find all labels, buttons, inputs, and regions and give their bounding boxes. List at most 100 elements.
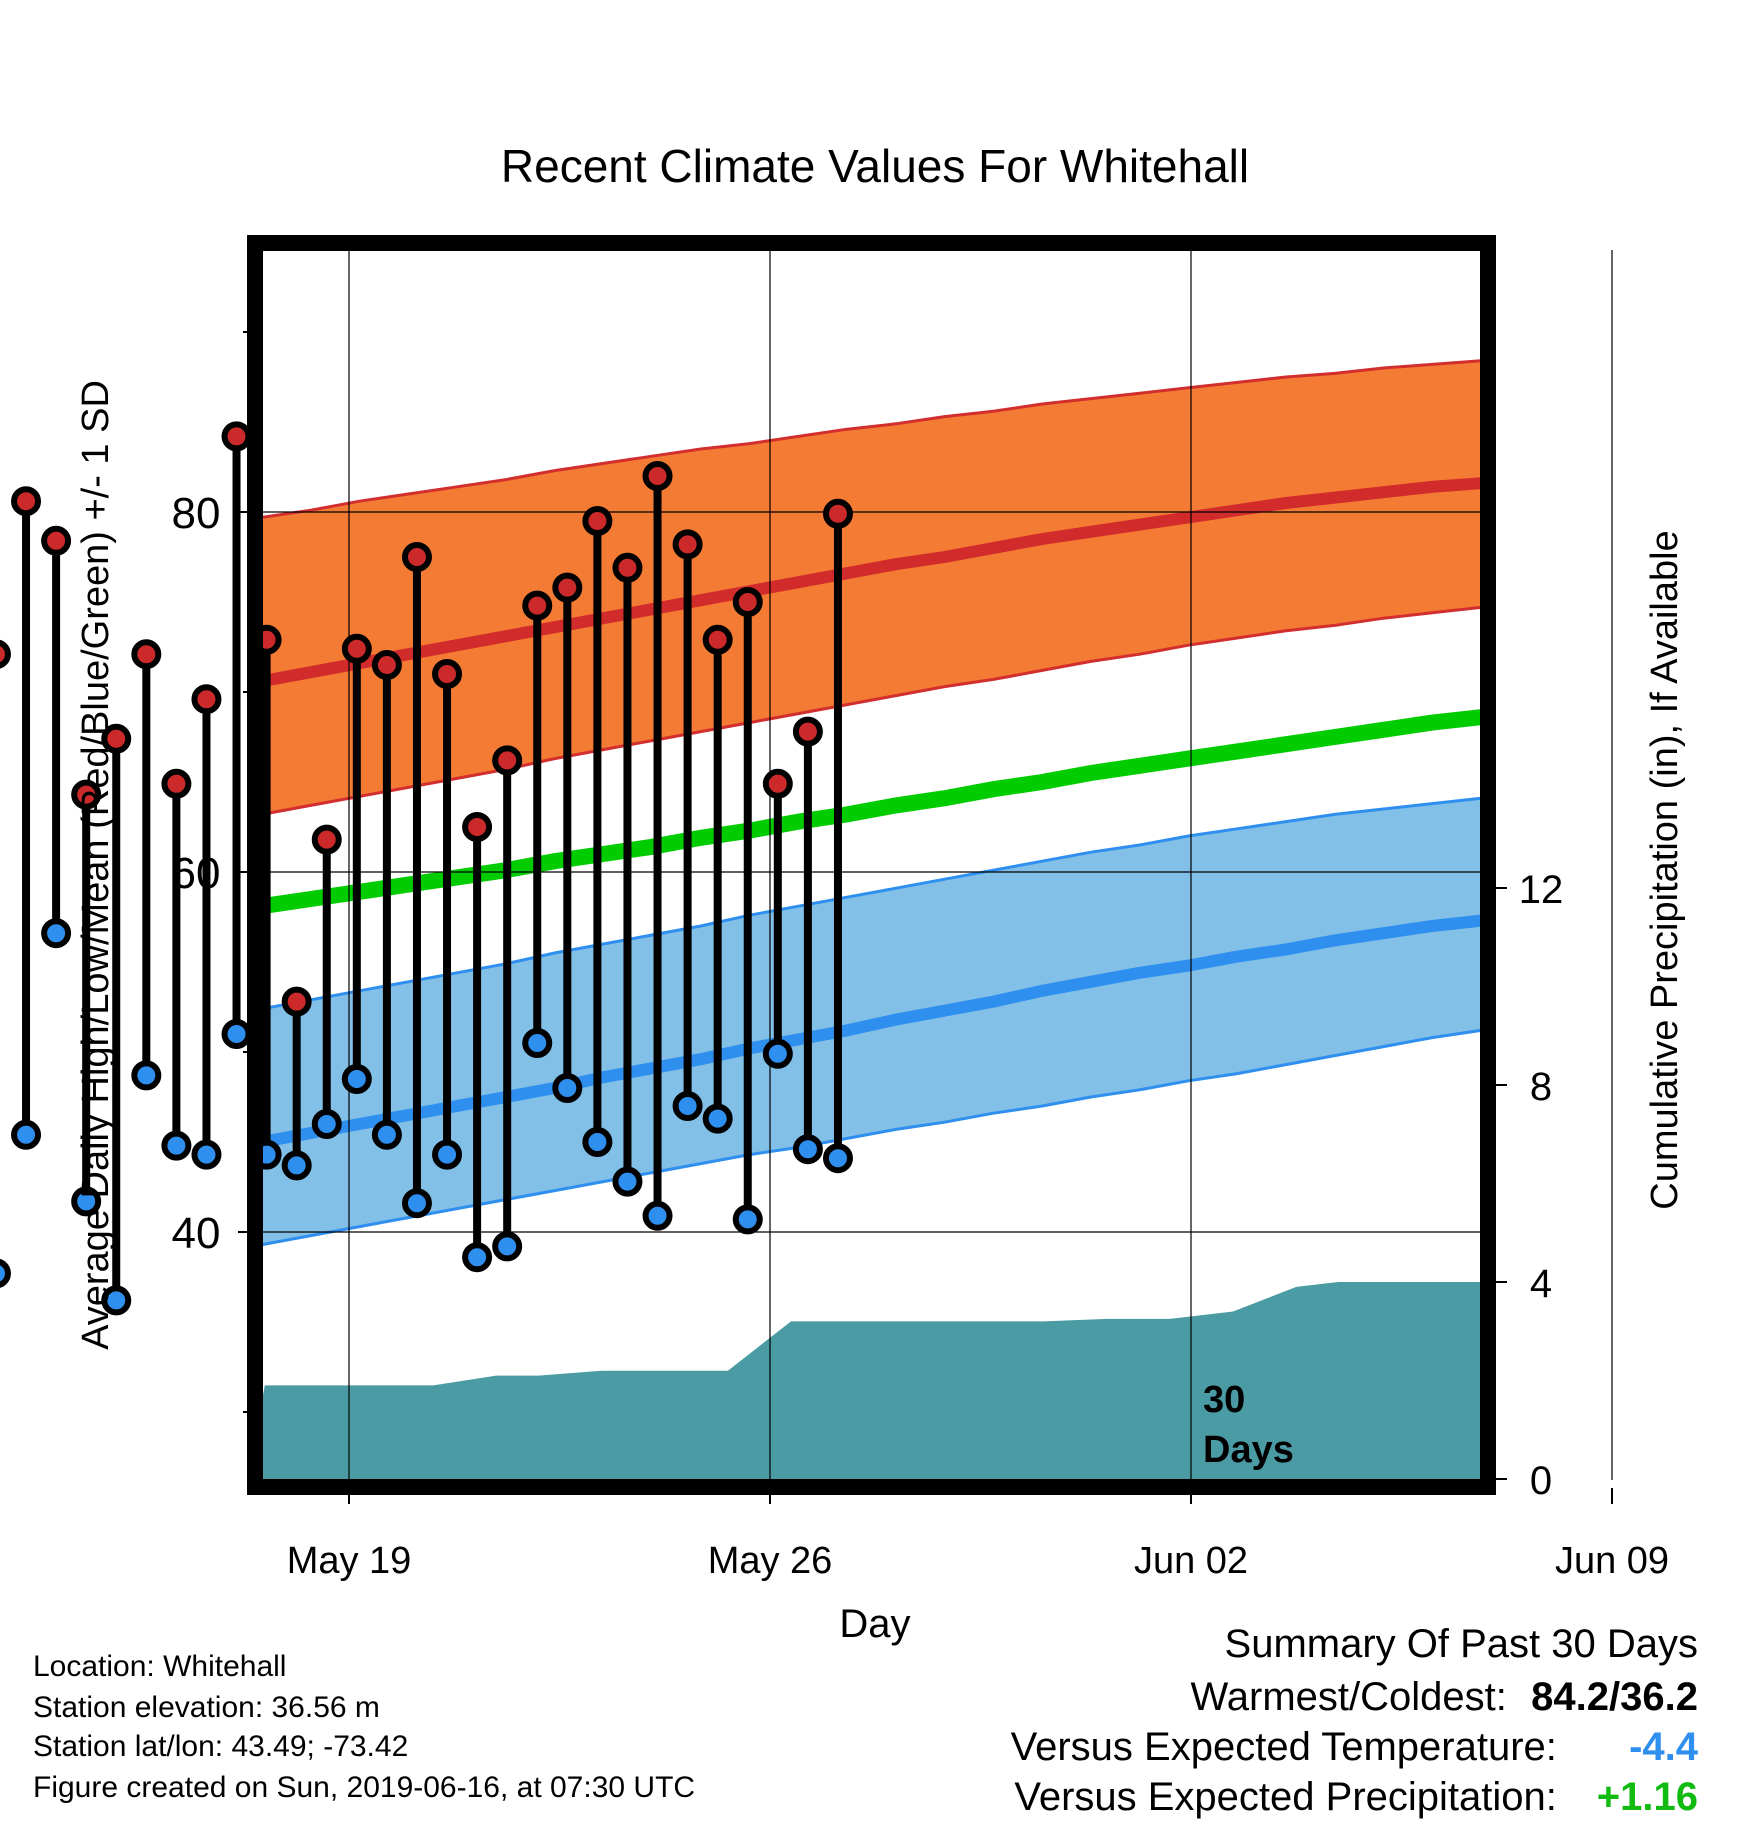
- daily-low-marker: [341, 1064, 372, 1094]
- daily-high-marker: [672, 529, 703, 560]
- daily-high-marker: [101, 723, 132, 754]
- daily-low-marker: [71, 1186, 102, 1217]
- daily-low-marker: [822, 1143, 853, 1174]
- x-tick-label: Jun 02: [1134, 1540, 1248, 1582]
- normal-high-line: [260, 477, 1482, 688]
- daily-high-marker: [371, 650, 402, 680]
- normal-low-line: [260, 914, 1482, 1148]
- daily-low-marker: [371, 1119, 402, 1150]
- summary-temperature: Versus Expected Temperature: -4.4: [1011, 1722, 1698, 1772]
- daily-low-marker: [552, 1073, 583, 1103]
- daily-low-marker: [702, 1103, 733, 1134]
- summary-heading: Summary Of Past 30 Days: [1224, 1622, 1698, 1666]
- warm-cold-label: Warmest/Coldest:: [1190, 1675, 1507, 1719]
- daily-high-marker: [492, 745, 523, 776]
- temp-anomaly-value: -4.4: [1629, 1725, 1698, 1769]
- precip-anomaly-label: Versus Expected Precipitation:: [1014, 1775, 1557, 1819]
- x-tick-label: Jun 09: [1555, 1540, 1669, 1582]
- x-tick-label: May 26: [708, 1540, 833, 1582]
- daily-low-marker: [672, 1091, 703, 1121]
- daily-low-marker: [401, 1188, 432, 1219]
- chart-title: Recent Climate Values For Whitehall: [501, 140, 1249, 192]
- daily-high-marker: [582, 506, 613, 536]
- cumulative-precip-area: [262, 1245, 1481, 1480]
- daily-low-marker: [41, 918, 72, 949]
- y-tick-label: 40: [172, 1209, 221, 1258]
- daily-low-marker: [582, 1127, 613, 1157]
- daily-low-marker: [101, 1285, 132, 1316]
- plot-frame: [247, 235, 1496, 1495]
- daily-low-marker: [462, 1242, 493, 1273]
- location-text: Location: Whitehall: [33, 1650, 287, 1683]
- daily-high-marker: [11, 486, 42, 517]
- low-lower-sd-line: [261, 1028, 1482, 1247]
- daily-high-marker: [642, 461, 673, 491]
- daily-low-marker: [732, 1204, 763, 1235]
- daily-high-marker: [281, 986, 312, 1017]
- daily-high-marker: [311, 824, 342, 855]
- chart-text: Recent Climate Values For Whitehall Day …: [75, 140, 1686, 1646]
- daily-low-marker: [131, 1060, 162, 1091]
- daily-high-marker: [822, 498, 853, 529]
- today-days-number: 30: [1203, 1379, 1245, 1421]
- daily-low-marker: [161, 1130, 192, 1161]
- daily-high-marker: [71, 779, 102, 810]
- daily-low-marker: [612, 1166, 643, 1197]
- daily-low-marker: [522, 1028, 553, 1058]
- daily-high-marker: [762, 768, 793, 799]
- y-axis-label: Average Daily High/Low/Mean (Red/Blue/Gr…: [75, 380, 117, 1350]
- daily-high-marker: [341, 633, 372, 664]
- y-tick-label: 60: [172, 849, 221, 898]
- x-tick-label: May 19: [287, 1540, 412, 1582]
- y2-tick-label: 0: [1530, 1459, 1552, 1503]
- daily-high-marker: [131, 639, 162, 670]
- elevation-text: Station elevation: 36.56 m: [33, 1691, 380, 1724]
- daily-high-marker: [732, 587, 763, 617]
- summary-warm-cold: Warmest/Coldest: 84.2/36.2: [1191, 1672, 1699, 1722]
- y2-tick-label: 12: [1519, 868, 1564, 912]
- daily-high-marker: [462, 812, 493, 842]
- daily-low-marker: [221, 1019, 252, 1049]
- daily-low-marker: [432, 1139, 463, 1170]
- daily-low-marker: [0, 1258, 11, 1288]
- y2-tick-label: 4: [1530, 1262, 1552, 1306]
- high-upper-sd-line: [261, 359, 1482, 519]
- daily-high-marker: [41, 525, 72, 556]
- grid-lines: [262, 250, 1613, 1480]
- today-days-word: Days: [1203, 1429, 1294, 1471]
- daily-high-marker: [702, 624, 733, 655]
- daily-high-marker: [522, 590, 553, 621]
- daily-high-marker: [432, 659, 463, 689]
- low-upper-sd-line: [261, 796, 1482, 1011]
- daily-high-marker: [612, 552, 643, 583]
- summary-precipitation: Versus Expected Precipitation: +1.16: [1014, 1772, 1698, 1822]
- precip-anomaly-value: +1.16: [1596, 1775, 1698, 1819]
- daily-low-marker: [281, 1150, 312, 1181]
- daily-high-marker: [0, 639, 11, 669]
- daily-high-marker: [552, 572, 583, 603]
- warm-cold-value: 84.2/36.2: [1531, 1675, 1698, 1719]
- latlon-text: Station lat/lon: 43.49; -73.42: [33, 1730, 409, 1763]
- daily-low-marker: [11, 1119, 42, 1150]
- daily-high-marker: [191, 684, 222, 715]
- plot-border: [247, 235, 1496, 1495]
- daily-low-marker: [792, 1134, 823, 1165]
- high-lower-sd-line: [261, 605, 1482, 816]
- observations: [0, 421, 853, 1316]
- normal-mean-line: [260, 709, 1482, 915]
- daily-high-marker: [792, 716, 823, 747]
- daily-low-marker: [311, 1109, 342, 1139]
- daily-low-marker: [492, 1231, 523, 1262]
- daily-low-marker: [191, 1139, 222, 1170]
- y2-tick-label: 8: [1530, 1065, 1552, 1109]
- daily-low-marker: [642, 1200, 673, 1231]
- precipitation-area: [262, 1245, 1481, 1480]
- daily-high-marker: [221, 421, 252, 452]
- temp-anomaly-label: Versus Expected Temperature:: [1010, 1725, 1557, 1769]
- daily-high-marker: [161, 768, 192, 799]
- x-axis-label: Day: [839, 1602, 910, 1646]
- y2-axis-label: Cumulative Precipitation (in), If Availa…: [1644, 530, 1686, 1209]
- y-tick-label: 80: [172, 489, 221, 538]
